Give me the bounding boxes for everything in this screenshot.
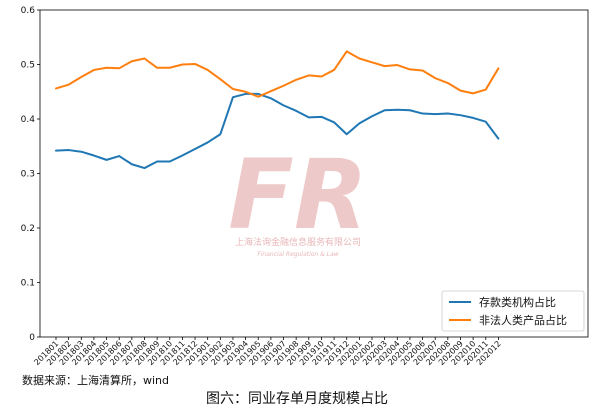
series-line-1 <box>55 92 500 170</box>
source-note: 数据来源：上海清算所，wind <box>22 374 170 387</box>
y-tick-label: 0.1 <box>21 279 35 289</box>
legend-box <box>441 290 585 332</box>
y-tick-label: 0.5 <box>21 61 35 71</box>
y-tick-label: 0.3 <box>21 170 35 180</box>
series-line-2 <box>55 50 500 98</box>
y-tick-label: 0 <box>29 333 35 343</box>
legend-label: 存款类机构占比 <box>479 295 556 309</box>
legend-label: 非法人类产品占比 <box>479 313 567 327</box>
figure-caption: 图六：同业存单月度规模占比 <box>206 391 388 407</box>
watermark-logo: FR <box>228 139 368 251</box>
watermark-english-name: Financial Regulation & Law <box>257 251 338 258</box>
y-tick-label: 0.2 <box>21 224 35 234</box>
y-axis: 0 0.1 0.2 0.3 0.4 0.5 0.6 <box>21 6 40 343</box>
series-layer <box>55 50 500 170</box>
x-axis: 2018012018022018032018042018052018062018… <box>32 337 503 367</box>
y-tick-label: 0.4 <box>21 115 36 125</box>
y-tick-label: 0.6 <box>21 6 36 16</box>
watermark-company-name: 上海法询金融信息服务有限公司 <box>235 236 361 248</box>
